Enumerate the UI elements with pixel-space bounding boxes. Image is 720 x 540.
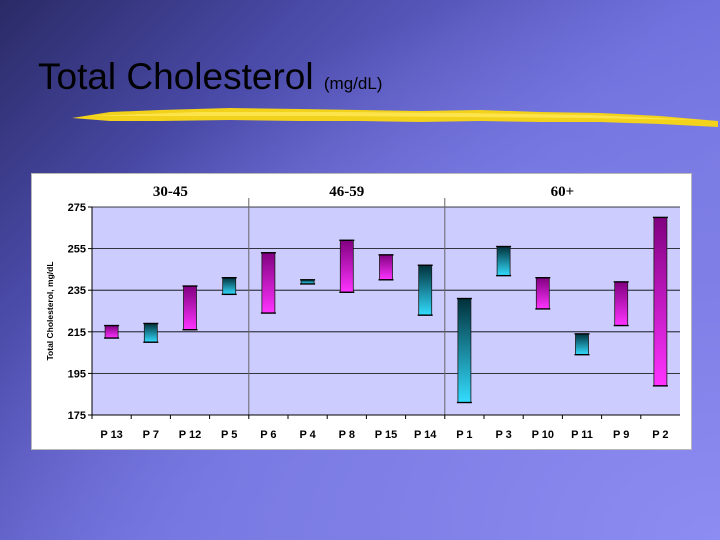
x-tick-label: P 15 [375, 429, 397, 441]
x-tick-label: P 8 [339, 429, 355, 441]
x-tick-label: P 13 [100, 429, 122, 441]
range-bar-p3 [496, 246, 511, 277]
y-tick-label: 255 [68, 244, 86, 256]
slide-title: Total Cholesterol (mg/dL) [38, 58, 382, 95]
chart: 175 195 215 235 255 275 30-45 46-59 60+ P 13 P 7 P … [45, 184, 680, 441]
x-tick-label: P 2 [652, 429, 668, 441]
x-tick-label: P 5 [221, 429, 237, 441]
range-bar-p7 [143, 323, 158, 343]
range-bar-p5 [222, 277, 237, 295]
range-bar-p12 [183, 285, 197, 331]
x-tick-label: P 11 [571, 429, 593, 441]
range-bar-p11 [575, 333, 589, 356]
y-tick-label: 215 [68, 327, 86, 339]
range-bar-p6 [261, 252, 276, 314]
y-tick-label: 195 [68, 368, 86, 380]
range-bars [104, 216, 668, 404]
x-tick-label: P 4 [299, 429, 316, 441]
slide-title-text: Total Cholesterol [38, 56, 314, 97]
y-axis-title: Total Cholesterol, mg/dL [45, 261, 55, 360]
range-bar-p14 [418, 264, 433, 316]
range-bar-p13 [104, 325, 119, 339]
chart-panel: 175 195 215 235 255 275 30-45 46-59 60+ P 13 P 7 P … [31, 173, 692, 450]
y-tick-label: 175 [68, 410, 86, 422]
chart-labels: 175 195 215 235 255 275 30-45 46-59 60+ P 13 P 7 P … [45, 184, 669, 441]
range-bar-p2 [653, 217, 668, 387]
y-tick-label: 235 [68, 285, 86, 297]
x-tick-label: P 12 [179, 429, 201, 441]
range-bar-p1 [457, 298, 472, 403]
plot-area [92, 207, 680, 415]
x-tick-label: P 6 [260, 429, 276, 441]
x-tick-label: P 10 [532, 429, 554, 441]
range-bar-p15 [379, 254, 393, 281]
x-tick-label: P 14 [414, 429, 437, 441]
x-tick-label: P 1 [456, 429, 472, 441]
range-bar-p8 [339, 239, 354, 293]
brush-stroke-highlight [90, 112, 700, 120]
group-label: 60+ [551, 184, 575, 200]
group-label: 30-45 [153, 184, 188, 200]
group-label: 46-59 [329, 184, 364, 200]
range-bar-p10 [535, 277, 550, 310]
x-tick-label: P 3 [495, 429, 511, 441]
range-bar-p9 [614, 281, 629, 326]
y-tick-label: 275 [68, 202, 86, 214]
x-tick-label: P 9 [613, 429, 629, 441]
plot-frame [88, 198, 680, 419]
x-tick-label: P 7 [143, 429, 159, 441]
slide-title-unit: (mg/dL) [323, 74, 383, 93]
